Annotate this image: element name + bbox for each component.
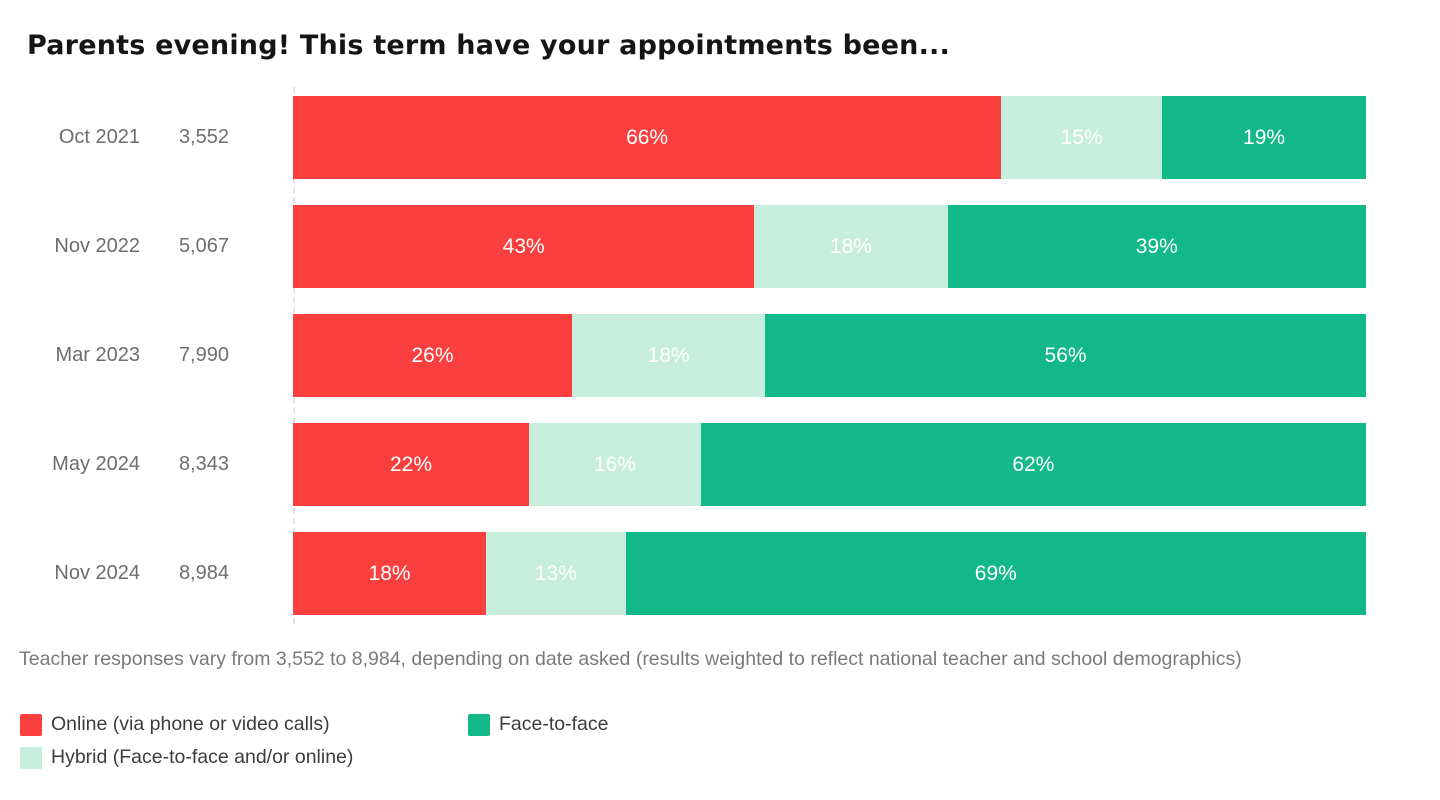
row-response-count: 8,984	[178, 562, 229, 584]
chart-row: Nov 2024 8,984 18% 13% 69%	[0, 532, 1366, 615]
row-date-label: May 2024	[52, 453, 140, 475]
bar-segment: 69%	[625, 532, 1366, 615]
stacked-bar: 66% 15% 19%	[293, 96, 1366, 179]
stacked-bar: 43% 18% 39%	[293, 205, 1366, 288]
bar-segment: 62%	[700, 423, 1366, 506]
legend-swatch	[20, 746, 42, 769]
row-response-count: 7,990	[178, 344, 229, 366]
chart-row: Mar 2023 7,990 26% 18% 56%	[0, 314, 1366, 397]
bar-segment: 19%	[1162, 96, 1366, 179]
bar-segment: 13%	[486, 532, 626, 615]
bar-segment: 15%	[1001, 96, 1163, 179]
segment-value-label: 16%	[593, 452, 636, 476]
row-label: Oct 2021 3,552	[0, 126, 293, 149]
row-date-label: Oct 2021	[58, 126, 140, 148]
bar-segment: 39%	[947, 205, 1366, 288]
chart-area: Oct 2021 3,552 66% 15% 19% Nov 2022 5,067 43% 18…	[0, 87, 1366, 624]
legend-label: Hybrid (Face-to-face and/or online)	[51, 746, 354, 768]
stacked-bar: 22% 16% 62%	[293, 423, 1366, 506]
stacked-bar: 18% 13% 69%	[293, 532, 1366, 615]
segment-value-label: 43%	[502, 234, 545, 258]
legend-item: Hybrid (Face-to-face and/or online)	[20, 746, 468, 769]
row-response-count: 8,343	[178, 453, 229, 475]
bar-segment: 16%	[529, 423, 701, 506]
legend-item: Online (via phone or video calls)	[20, 713, 468, 736]
segment-value-label: 19%	[1243, 125, 1286, 149]
segment-value-label: 13%	[534, 561, 577, 585]
bar-segment: 18%	[293, 532, 487, 615]
legend-swatch	[468, 713, 490, 736]
segment-value-label: 18%	[829, 234, 872, 258]
stacked-bar: 26% 18% 56%	[293, 314, 1366, 397]
row-label: May 2024 8,343	[0, 453, 293, 476]
row-date-label: Nov 2024	[54, 562, 140, 584]
legend-label: Online (via phone or video calls)	[51, 713, 330, 735]
row-label: Mar 2023 7,990	[0, 344, 293, 367]
segment-value-label: 62%	[1012, 452, 1055, 476]
row-date-label: Mar 2023	[55, 344, 141, 366]
bar-segment: 66%	[293, 96, 1002, 179]
segment-value-label: 26%	[411, 343, 454, 367]
segment-value-label: 22%	[390, 452, 433, 476]
row-label: Nov 2024 8,984	[0, 562, 293, 585]
row-response-count: 3,552	[178, 126, 229, 148]
footnote: Teacher responses vary from 3,552 to 8,9…	[19, 648, 1242, 670]
legend-label: Face-to-face	[499, 713, 609, 735]
chart-row: Oct 2021 3,552 66% 15% 19%	[0, 96, 1366, 179]
legend-swatch	[20, 713, 42, 736]
bar-segment: 43%	[293, 205, 755, 288]
segment-value-label: 15%	[1060, 125, 1103, 149]
segment-value-label: 18%	[647, 343, 690, 367]
row-response-count: 5,067	[178, 235, 229, 257]
legend: Online (via phone or video calls) Face-to…	[20, 713, 608, 769]
row-date-label: Nov 2022	[54, 235, 140, 257]
chart-title: Parents evening! This term have your app…	[27, 30, 950, 61]
bar-segment: 18%	[754, 205, 948, 288]
bar-segment: 26%	[293, 314, 572, 397]
row-label: Nov 2022 5,067	[0, 235, 293, 258]
segment-value-label: 18%	[368, 561, 411, 585]
segment-value-label: 66%	[626, 125, 669, 149]
segment-value-label: 56%	[1044, 343, 1087, 367]
bar-segment: 18%	[571, 314, 766, 397]
segment-value-label: 39%	[1135, 234, 1178, 258]
chart-row: Nov 2022 5,067 43% 18% 39%	[0, 205, 1366, 288]
chart-row: May 2024 8,343 22% 16% 62%	[0, 423, 1366, 506]
bar-segment: 22%	[293, 423, 530, 506]
bar-segment: 56%	[765, 314, 1366, 397]
legend-item: Face-to-face	[468, 713, 608, 736]
segment-value-label: 69%	[974, 561, 1017, 585]
